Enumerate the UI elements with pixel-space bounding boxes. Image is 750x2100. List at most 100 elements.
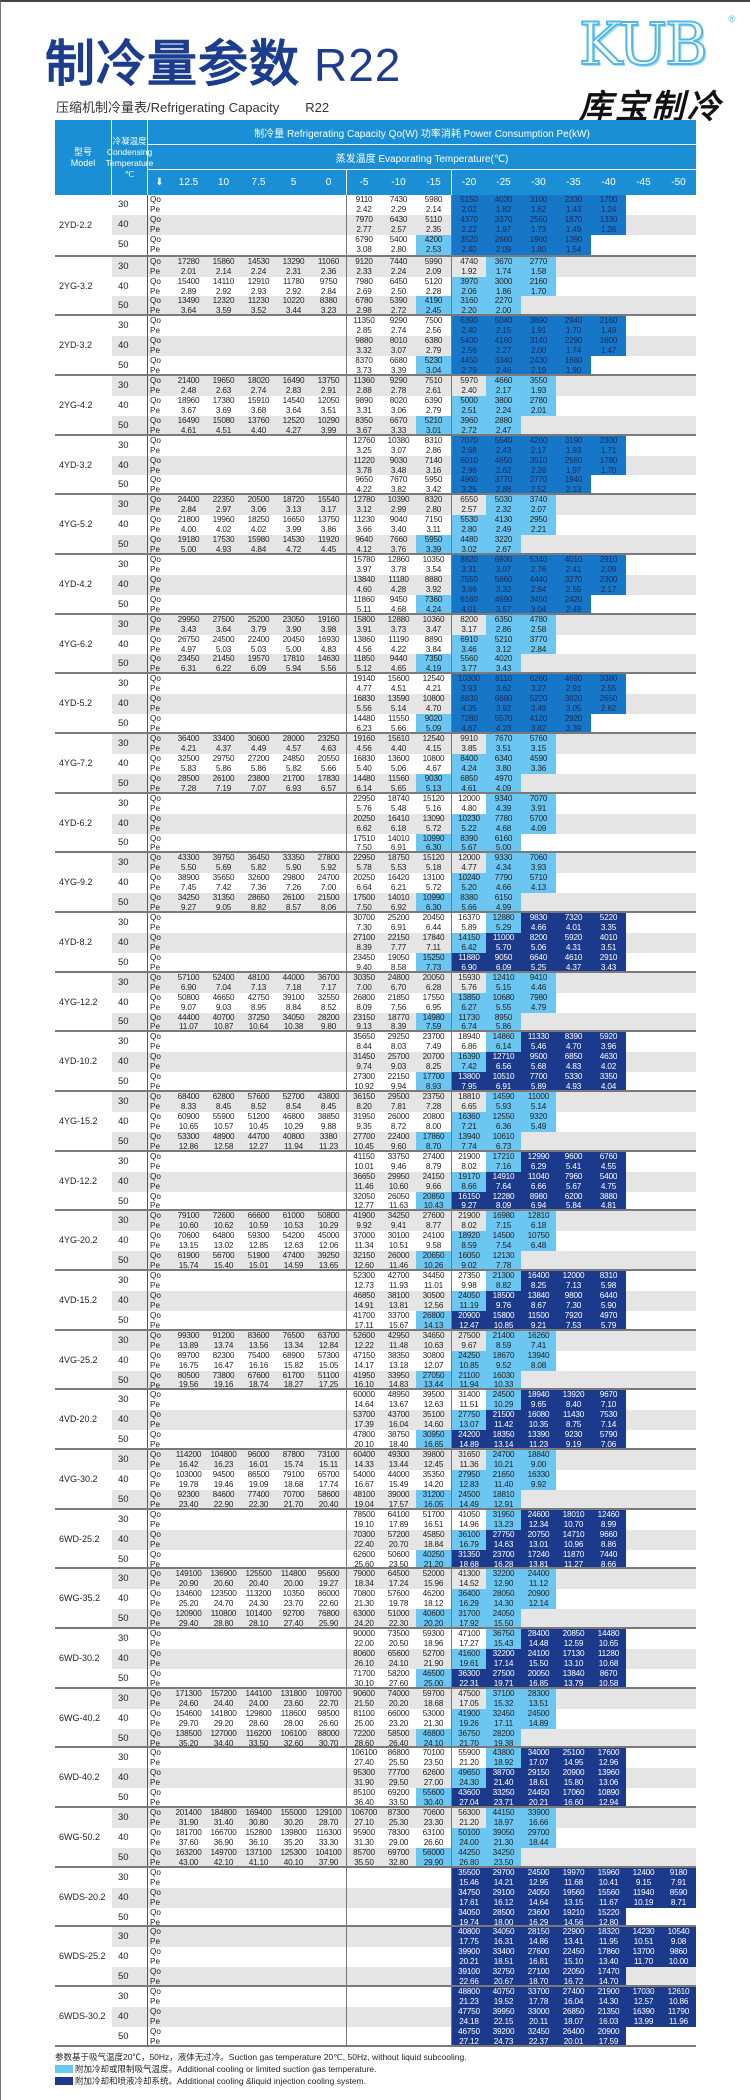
qo-value: 39950 bbox=[492, 2007, 515, 2017]
model-block: 6WD-30.2 30 Qo Pe 90000 22.00 73500 20.50 59300 1… bbox=[55, 1627, 696, 1689]
condensing-temp: 40 bbox=[112, 1290, 148, 1311]
qo-value: 3340 bbox=[494, 356, 513, 366]
value-cell: 137100 41.10 bbox=[241, 1848, 276, 1868]
pe-label: Pe bbox=[150, 1937, 161, 1947]
qo-value bbox=[661, 1032, 696, 1042]
value-cell: 42700 11.93 bbox=[381, 1271, 416, 1291]
pe-value: 3.01 bbox=[425, 425, 442, 435]
value-cell bbox=[661, 1589, 696, 1609]
pe-value: 10.65 bbox=[598, 1639, 619, 1649]
value-cell bbox=[311, 1927, 346, 1947]
pe-value bbox=[661, 1520, 696, 1530]
value-cell: 6150 4.99 bbox=[486, 893, 521, 914]
value-cell: 95900 31.30 bbox=[346, 1828, 381, 1848]
qo-value: 20650 bbox=[422, 1251, 445, 1261]
pe-value: 13.81 bbox=[528, 1559, 549, 1569]
pe-value bbox=[311, 585, 346, 595]
pe-value: 11.46 bbox=[354, 1181, 374, 1191]
qo-pe-labels: Qo Pe bbox=[148, 1291, 171, 1311]
qo-value: 38350 bbox=[387, 1350, 410, 1360]
value-cell: 114800 20.00 bbox=[276, 1569, 311, 1589]
value-cell: 21100 11.94 bbox=[451, 1370, 486, 1391]
qo-label: Qo bbox=[150, 734, 161, 744]
value-cell bbox=[661, 1410, 696, 1430]
pe-value: 1.49 bbox=[565, 224, 582, 234]
value-cell bbox=[556, 1569, 591, 1589]
qo-pe-labels: Qo Pe bbox=[148, 296, 171, 316]
qo-label: Qo bbox=[150, 1390, 161, 1400]
pe-value: 2.96 bbox=[461, 465, 477, 475]
pe-value bbox=[241, 1182, 276, 1192]
qo-value bbox=[591, 993, 626, 1003]
pe-value bbox=[276, 1997, 311, 2007]
qo-value: 95900 bbox=[353, 1828, 375, 1838]
qo-value: 18920 bbox=[458, 1231, 480, 1241]
pe-value: 2.62 bbox=[495, 465, 512, 475]
qo-label: Qo bbox=[150, 195, 161, 204]
value-cell bbox=[661, 195, 696, 215]
qo-value bbox=[171, 1430, 206, 1440]
qo-value bbox=[241, 1072, 276, 1082]
value-cell: 36750 21.70 bbox=[451, 1728, 486, 1749]
value-cell bbox=[661, 794, 696, 814]
pe-value: 2.68 bbox=[461, 445, 477, 455]
pe-value bbox=[276, 446, 311, 456]
value-cell bbox=[626, 1172, 661, 1192]
qo-value: 41900 bbox=[458, 1708, 480, 1718]
value-cell bbox=[661, 1291, 696, 1311]
condensing-temp: 40 bbox=[112, 1708, 148, 1729]
qo-value bbox=[626, 1211, 661, 1221]
value-cell: 85700 35.50 bbox=[346, 1847, 381, 1868]
pe-label: Pe bbox=[150, 942, 161, 952]
pe-value: 3.33 bbox=[390, 425, 407, 435]
value-cell bbox=[591, 1351, 626, 1371]
qo-value: 27800 bbox=[317, 853, 340, 863]
value-cell: 15080 4.51 bbox=[206, 416, 241, 436]
pe-label: Pe bbox=[150, 1380, 161, 1390]
value-cell: 83600 13.56 bbox=[241, 1331, 276, 1351]
qo-value bbox=[381, 1868, 416, 1878]
pe-label: Pe bbox=[150, 1261, 161, 1271]
qo-value: 61900 bbox=[177, 1251, 200, 1261]
pe-value: 8.02 bbox=[461, 1221, 477, 1231]
qo-value: 10990 bbox=[422, 833, 445, 843]
value-cell: 22400 5.03 bbox=[241, 635, 276, 655]
pe-value: 3.31 bbox=[356, 405, 372, 415]
value-cell: 84600 22.90 bbox=[206, 1490, 241, 1510]
qo-value bbox=[206, 694, 241, 704]
value-cell bbox=[556, 396, 591, 416]
qo-value bbox=[381, 2027, 416, 2037]
pe-value: 8.44 bbox=[356, 1042, 372, 1052]
pe-value: 16.01 bbox=[248, 1460, 269, 1470]
qo-value: 27050 bbox=[422, 1370, 445, 1380]
qo-value bbox=[626, 1271, 661, 1281]
pe-value: 7.74 bbox=[461, 1141, 477, 1151]
pe-value: 20.01 bbox=[563, 2036, 584, 2046]
qo-value: 4260 bbox=[529, 435, 548, 445]
qo-value bbox=[521, 296, 556, 306]
qo-value: 184800 bbox=[210, 1808, 237, 1818]
qo-value: 39750 bbox=[212, 853, 235, 863]
value-cell: 13760 4.40 bbox=[241, 416, 276, 436]
pe-value: 2.20 bbox=[461, 306, 477, 316]
qo-value: 4660 bbox=[494, 376, 513, 386]
value-cell: 34750 17.61 bbox=[451, 1887, 486, 1908]
pe-value: 2.09 bbox=[600, 564, 617, 574]
value-cell: 20450 6.44 bbox=[416, 913, 451, 933]
qo-value: 7970 bbox=[355, 214, 373, 224]
model-name: 6WD-30.2 bbox=[55, 1629, 112, 1687]
value-cell bbox=[206, 316, 241, 336]
qo-value: 48100 bbox=[353, 1489, 375, 1499]
value-cell bbox=[381, 1947, 416, 1967]
pe-value: 8.57 bbox=[285, 903, 302, 913]
qo-value bbox=[591, 893, 626, 903]
qo-value: 52000 bbox=[422, 1569, 445, 1579]
qo-value: 4020 bbox=[494, 654, 513, 664]
qo-value: 16370 bbox=[458, 913, 480, 923]
pe-value: 13.15 bbox=[563, 1897, 584, 1907]
pe-value bbox=[556, 505, 591, 515]
value-cell: 19160 3.98 bbox=[311, 615, 346, 635]
value-cell: 2290 1.74 bbox=[556, 336, 591, 357]
value-cell bbox=[591, 754, 626, 774]
value-cell: 184800 31.40 bbox=[206, 1808, 241, 1828]
